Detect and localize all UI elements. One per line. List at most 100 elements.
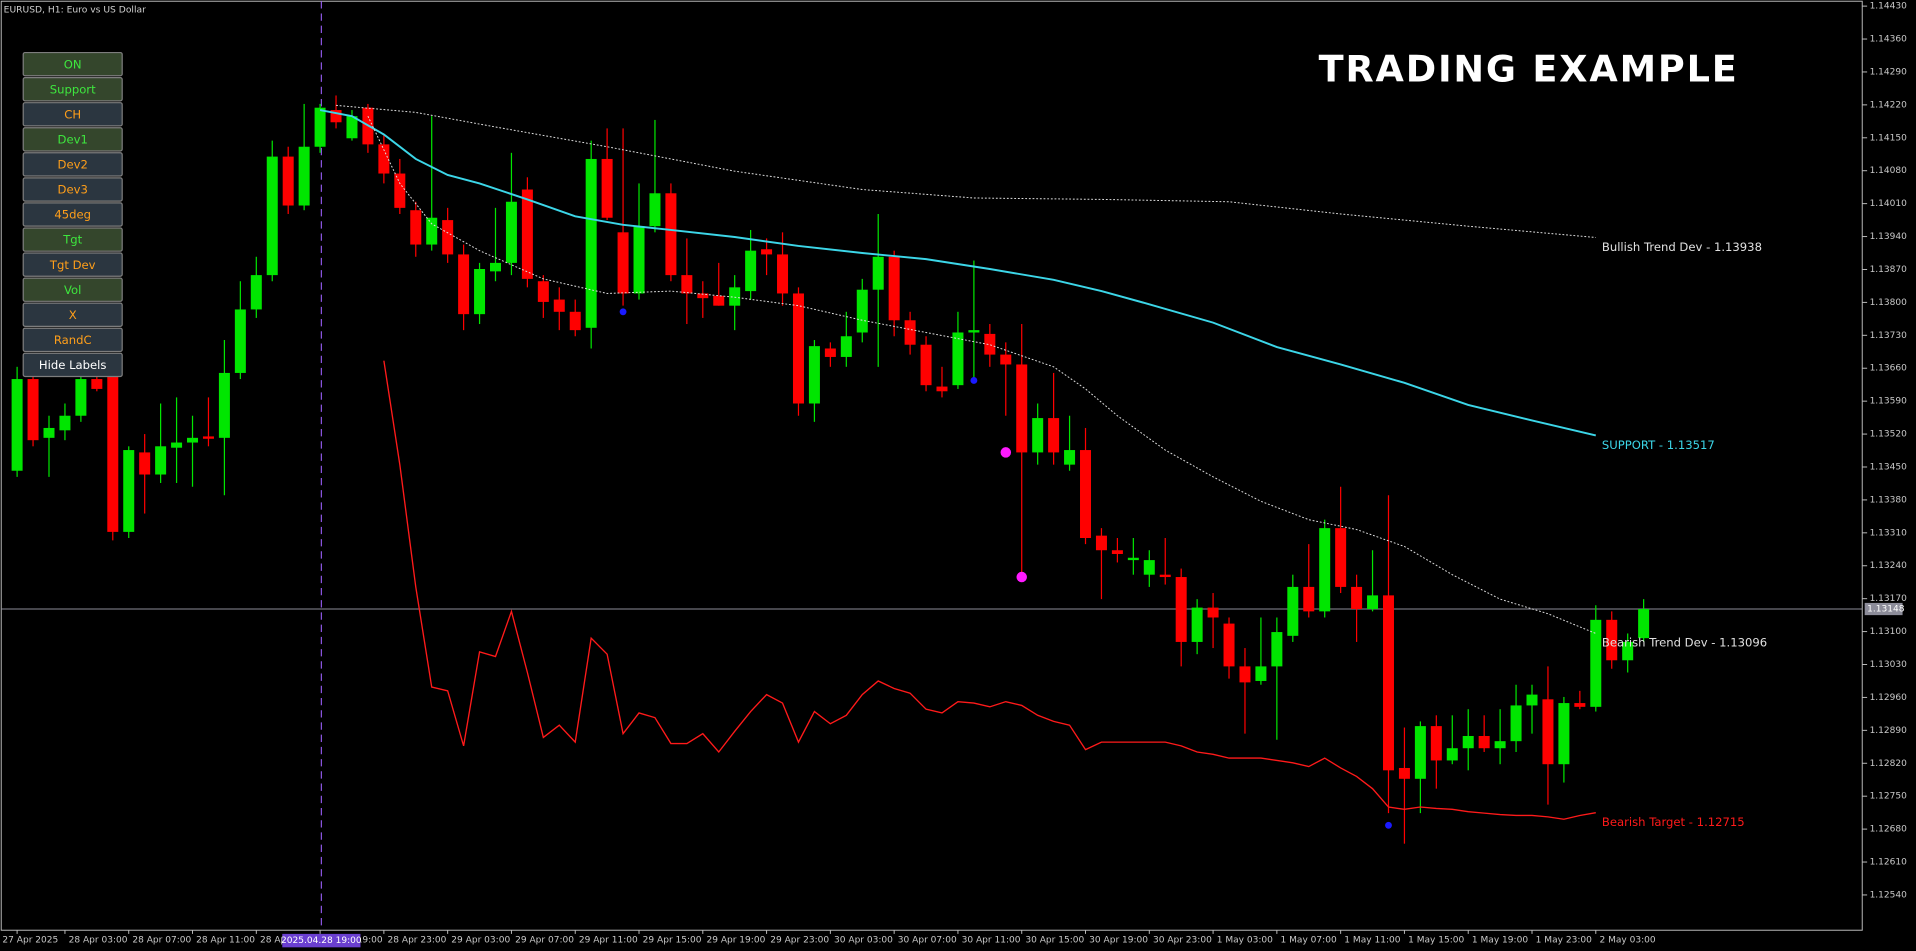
toolbar-button[interactable]: Hide Labels: [22, 352, 123, 378]
x-tick-label: 28 Apr 11:00: [196, 935, 255, 945]
candle-body: [649, 193, 661, 227]
bid-label-box: [1864, 602, 1903, 616]
candle-body: [1478, 735, 1490, 749]
x-tick-label: 1 May 03:00: [1217, 935, 1273, 945]
candle-body: [1095, 535, 1107, 551]
indicator-label: Bearish Target - 1.12715: [1602, 815, 1745, 829]
signal-dot: [1016, 571, 1027, 583]
candle-body: [1000, 354, 1012, 365]
candle-body: [505, 201, 517, 263]
candle-body: [617, 232, 629, 294]
y-tick-label: 1.12750: [1870, 792, 1908, 802]
candle-body: [59, 415, 71, 431]
toolbar-button[interactable]: ON: [22, 51, 123, 77]
button-face: [22, 152, 123, 177]
candle-body: [139, 452, 151, 475]
x-tick-label: 29 Apr 11:00: [579, 935, 638, 945]
y-tick-label: 1.13940: [1870, 232, 1908, 242]
candle-body: [1016, 364, 1028, 453]
button-label: Tgt: [62, 233, 82, 247]
toolbar-button[interactable]: Support: [22, 77, 123, 102]
toolbar-button[interactable]: Vol: [22, 277, 123, 302]
crosshair-label: 2025.04.28 19:00: [281, 936, 362, 946]
x-tick-label: 2 May 03:00: [1599, 935, 1655, 945]
candle-body: [123, 450, 135, 532]
candle-body: [537, 281, 549, 302]
y-tick-label: 1.14080: [1870, 166, 1908, 176]
y-tick-label: 1.14360: [1870, 35, 1908, 45]
candle-body: [936, 386, 948, 392]
button-label: Dev3: [58, 183, 88, 197]
candle-body: [745, 250, 757, 292]
candle-body: [298, 146, 310, 206]
candle-body: [1239, 666, 1251, 683]
candle-body: [952, 332, 964, 386]
button-face: [22, 177, 123, 202]
button-face: [22, 277, 123, 302]
y-tick-label: 1.13870: [1870, 265, 1908, 275]
candle-body: [904, 320, 916, 345]
toolbar-button[interactable]: Dev2: [22, 152, 123, 177]
toolbar-button[interactable]: Tgt Dev: [22, 252, 123, 277]
y-tick-label: 1.13310: [1870, 528, 1908, 538]
y-tick-label: 1.13730: [1870, 331, 1908, 341]
button-label: RandC: [54, 333, 92, 347]
candle-body: [1271, 632, 1283, 667]
candle-body: [840, 336, 852, 357]
candle-body: [1064, 450, 1076, 465]
x-tick-label: 28 Apr 03:00: [69, 935, 128, 945]
candle-body: [1335, 528, 1347, 587]
candle-body: [1048, 418, 1060, 453]
indicator-line: [367, 115, 1596, 634]
candle-body: [1574, 703, 1586, 707]
toolbar-button[interactable]: Tgt: [22, 227, 123, 252]
toolbar-button[interactable]: CH: [22, 102, 123, 127]
candle-body: [458, 254, 470, 315]
toolbar-button[interactable]: 45deg: [22, 202, 123, 227]
candle-body: [1414, 726, 1426, 779]
y-tick-label: 1.13030: [1870, 660, 1908, 670]
candle-body: [1127, 557, 1139, 561]
candle-body: [187, 437, 199, 443]
button-label: X: [69, 308, 77, 322]
y-tick-label: 1.12540: [1870, 890, 1908, 900]
x-tick-label: 30 Apr 03:00: [834, 935, 893, 945]
toolbar-button[interactable]: RandC: [22, 327, 123, 353]
x-tick-label: 27 Apr 2025: [2, 935, 58, 945]
candle-body: [410, 210, 422, 245]
y-tick-label: 1.13520: [1870, 430, 1908, 440]
candle-body: [601, 158, 613, 218]
button-label: ON: [64, 57, 82, 71]
candle-body: [171, 442, 183, 448]
toolbar-button[interactable]: X: [22, 302, 123, 327]
toolbar-button[interactable]: Dev3: [22, 177, 123, 202]
candle-body: [202, 436, 214, 439]
x-tick-label: 30 Apr 23:00: [1153, 935, 1212, 945]
candle-body: [282, 156, 294, 206]
x-tick-label: 28 Apr 07:00: [132, 935, 191, 945]
candle-body: [1080, 450, 1092, 539]
candle-body: [1175, 577, 1187, 642]
candle-body: [553, 299, 565, 312]
y-tick-label: 1.12960: [1870, 693, 1908, 703]
button-label: Vol: [64, 283, 81, 297]
y-tick-label: 1.12610: [1870, 858, 1908, 868]
y-tick-label: 1.13380: [1870, 495, 1908, 505]
x-tick-label: 28 Apr 23:00: [388, 935, 447, 945]
candle-body: [27, 379, 39, 441]
button-face: [22, 302, 123, 327]
button-face: [22, 51, 123, 77]
signal-dot: [970, 377, 978, 384]
toolbar-button[interactable]: Dev1: [22, 127, 123, 152]
indicator-label: Bearish Trend Dev - 1.13096: [1602, 636, 1767, 650]
button-face: [22, 252, 123, 277]
candle-body: [1143, 560, 1155, 575]
x-tick-label: 30 Apr 15:00: [1025, 935, 1084, 945]
y-tick-label: 1.12890: [1870, 726, 1908, 736]
candle-body: [11, 379, 23, 471]
button-label: Tgt Dev: [49, 258, 96, 272]
y-tick-label: 1.14220: [1870, 100, 1908, 110]
candle-body: [75, 379, 87, 416]
